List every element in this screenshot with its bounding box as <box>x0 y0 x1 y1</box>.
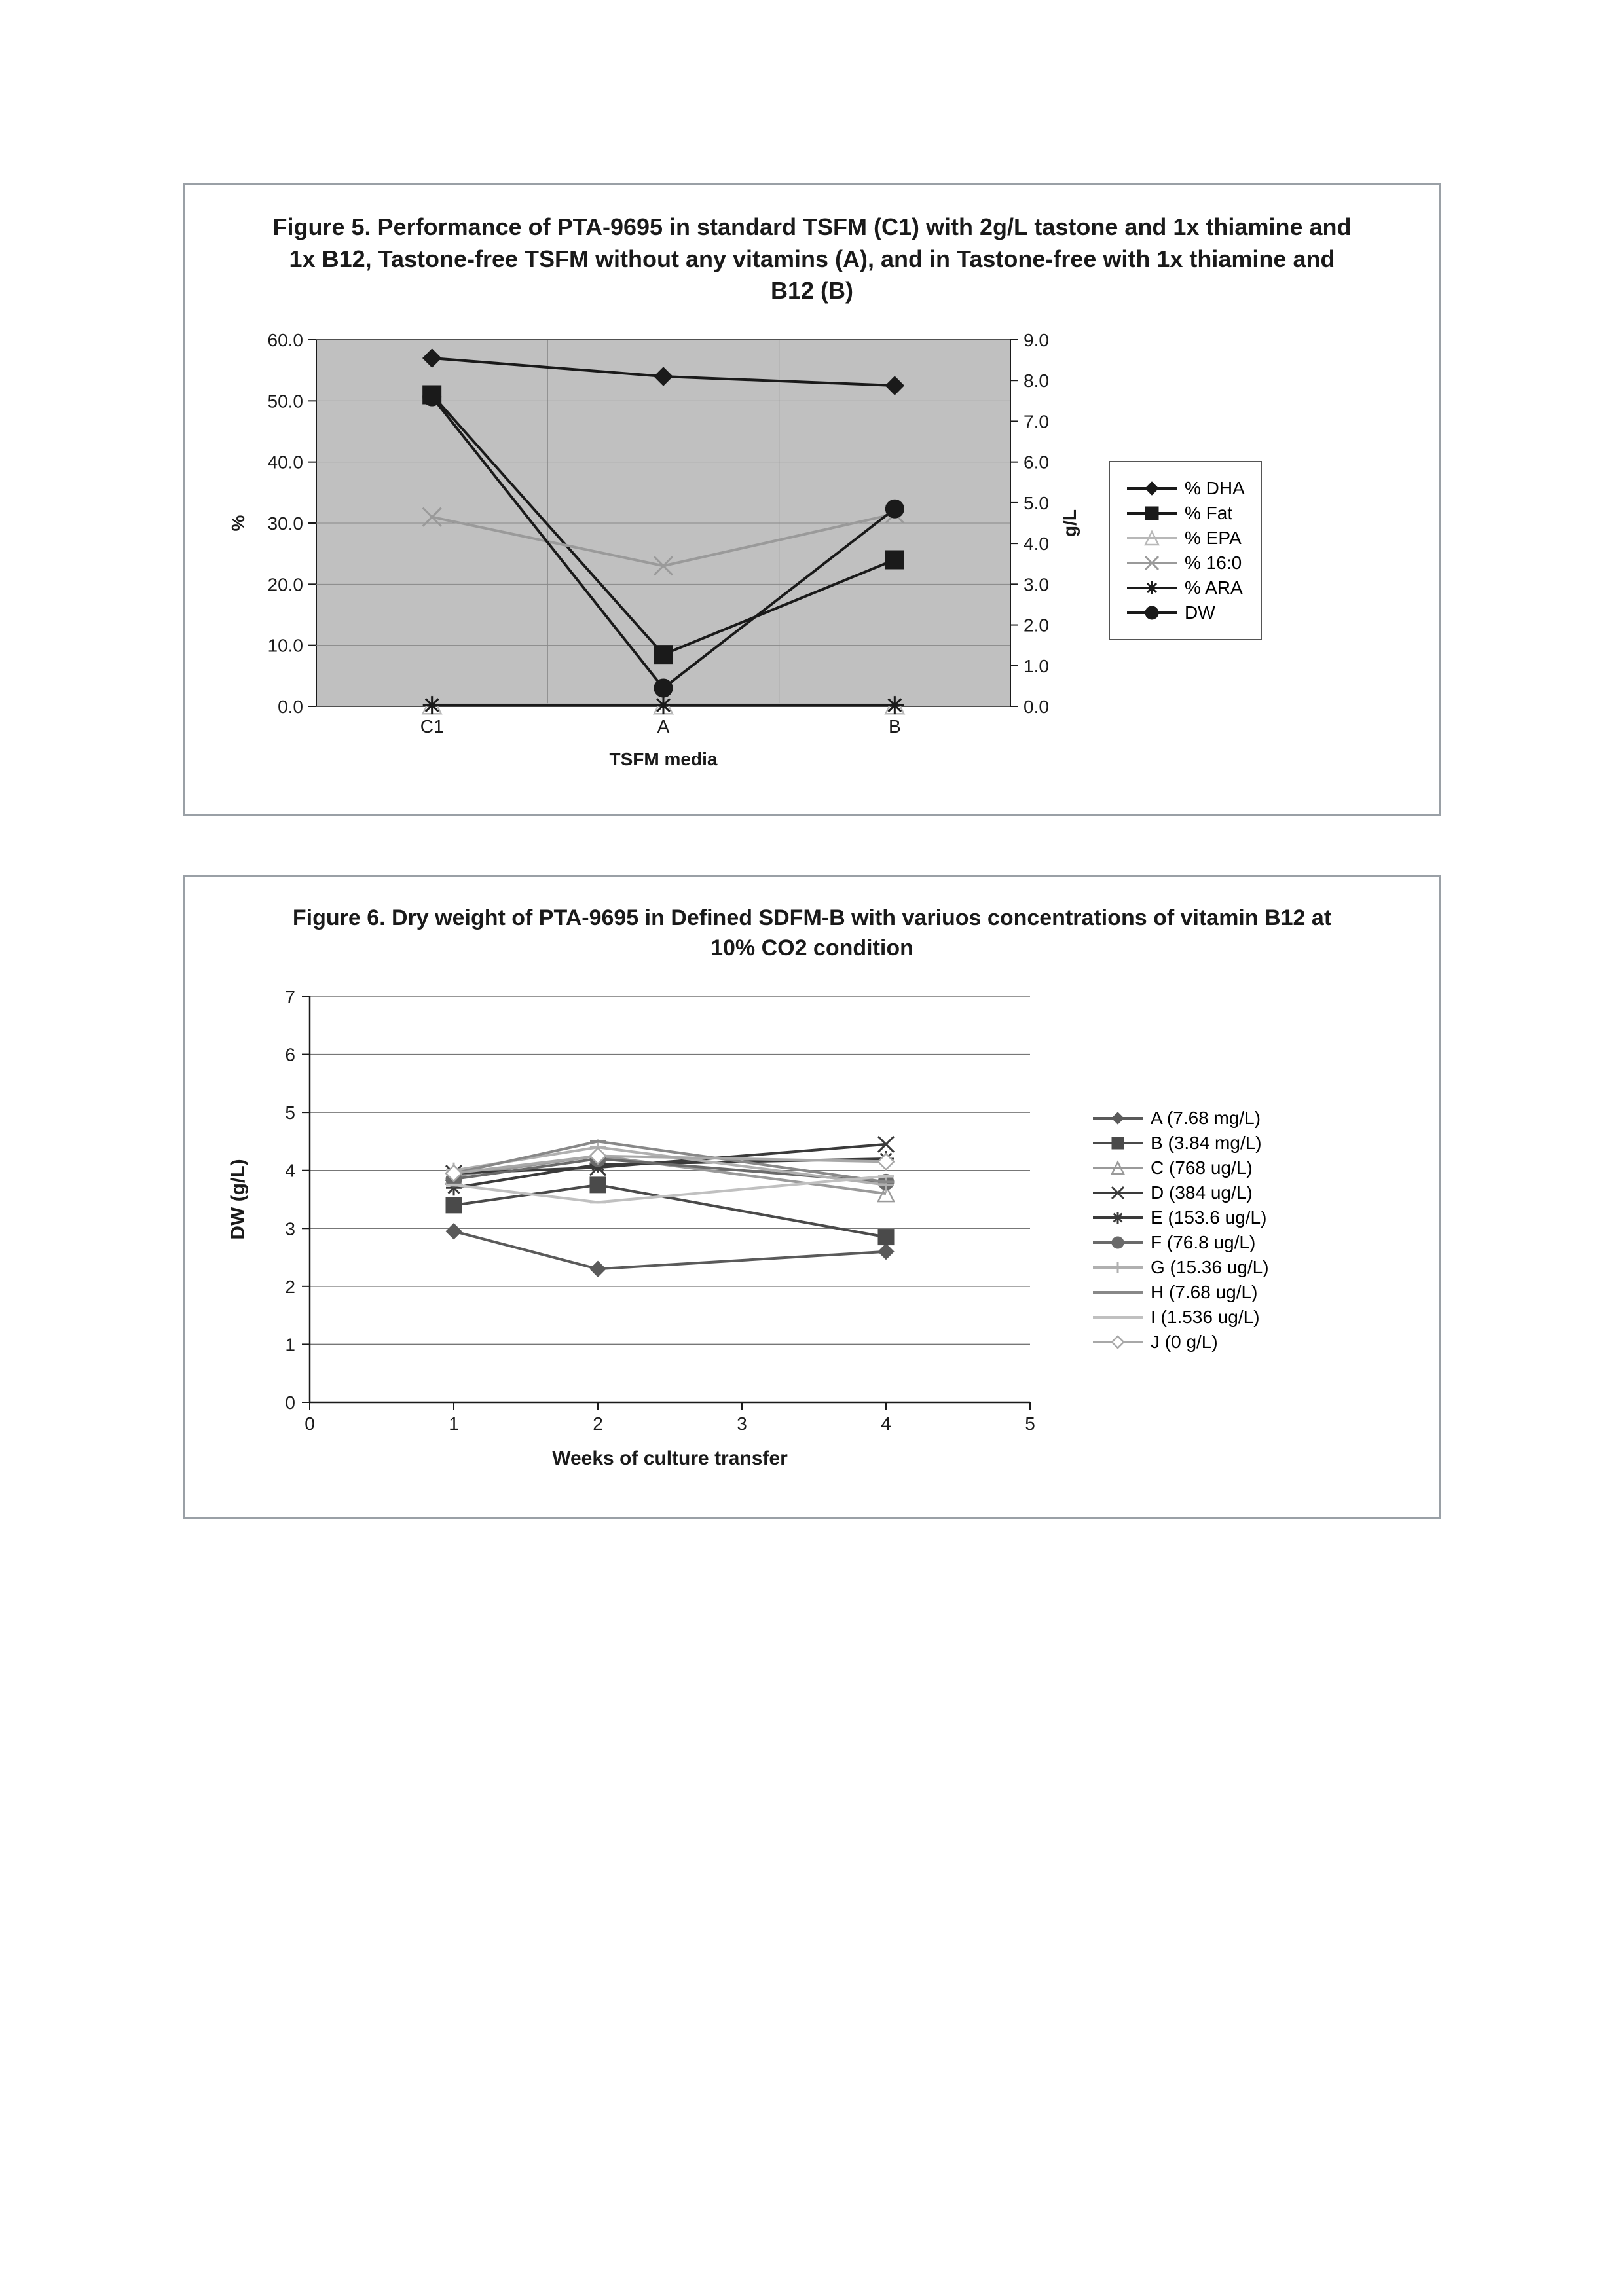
svg-text:40.0: 40.0 <box>268 452 304 472</box>
figure-6-body: 0 1 2 3 4 5 6 7 0 1 2 3 4 5 DW (g/L) Weeks of culture t… <box>212 983 1412 1478</box>
svg-text:g/L: g/L <box>1060 509 1080 537</box>
legend-label: % Fat <box>1185 503 1232 524</box>
legend-item: B (3.84 mg/L) <box>1092 1133 1269 1154</box>
svg-text:7.0: 7.0 <box>1024 411 1049 431</box>
svg-text:1: 1 <box>285 1334 295 1355</box>
legend-label: H (7.68 ug/L) <box>1151 1282 1257 1303</box>
svg-text:50.0: 50.0 <box>268 391 304 411</box>
legend-label: % 16:0 <box>1185 553 1242 574</box>
figure-5-svg: 0.0 10.0 20.0 30.0 40.0 50.0 60.0 0.0 1.0 2.0 3.0 4… <box>212 327 1089 772</box>
legend-label: G (15.36 ug/L) <box>1151 1257 1269 1278</box>
legend-item: E (153.6 ug/L) <box>1092 1207 1269 1228</box>
legend-label: % DHA <box>1185 478 1245 499</box>
legend-item: J (0 g/L) <box>1092 1332 1269 1353</box>
figure-5-plot: 0.0 10.0 20.0 30.0 40.0 50.0 60.0 0.0 1.0 2.0 3.0 4… <box>212 327 1089 775</box>
legend-label: A (7.68 mg/L) <box>1151 1108 1261 1129</box>
svg-text:5: 5 <box>1025 1413 1035 1434</box>
svg-text:3: 3 <box>737 1413 747 1434</box>
svg-text:DW (g/L): DW (g/L) <box>227 1159 249 1239</box>
legend-item: % DHA <box>1126 478 1245 499</box>
svg-text:4: 4 <box>285 1160 295 1180</box>
svg-text:6.0: 6.0 <box>1024 452 1049 472</box>
figure-5-panel: Figure 5. Performance of PTA-9695 in sta… <box>183 183 1441 816</box>
figure-5-legend: % DHA % Fat % EPA % 16:0 % ARA DW <box>1109 461 1262 640</box>
legend-label: F (76.8 ug/L) <box>1151 1232 1255 1253</box>
legend-label: % EPA <box>1185 528 1242 549</box>
legend-label: % ARA <box>1185 577 1243 598</box>
svg-text:0.0: 0.0 <box>278 697 303 717</box>
svg-text:0.0: 0.0 <box>1024 697 1049 717</box>
figure-6-svg: 0 1 2 3 4 5 6 7 0 1 2 3 4 5 DW (g/L) Weeks of culture t… <box>212 983 1056 1474</box>
svg-text:%: % <box>228 515 248 531</box>
legend-item: % EPA <box>1126 528 1245 549</box>
svg-text:20.0: 20.0 <box>268 574 304 594</box>
figure-6-plot: 0 1 2 3 4 5 6 7 0 1 2 3 4 5 DW (g/L) Weeks of culture t… <box>212 983 1056 1478</box>
figure-6-title: Figure 6. Dry weight of PTA-9695 in Defi… <box>272 903 1353 964</box>
legend-label: I (1.536 ug/L) <box>1151 1307 1260 1328</box>
svg-text:60.0: 60.0 <box>268 330 304 350</box>
figure-6-legend: A (7.68 mg/L) B (3.84 mg/L) C (768 ug/L) D … <box>1076 1092 1285 1368</box>
figure-5-title: Figure 5. Performance of PTA-9695 in sta… <box>272 211 1353 307</box>
svg-text:6: 6 <box>285 1044 295 1065</box>
svg-text:1.0: 1.0 <box>1024 656 1049 676</box>
legend-label: C (768 ug/L) <box>1151 1157 1253 1178</box>
svg-text:5: 5 <box>285 1102 295 1123</box>
legend-label: DW <box>1185 602 1215 623</box>
svg-text:TSFM media: TSFM media <box>610 749 718 769</box>
svg-text:1: 1 <box>449 1413 459 1434</box>
svg-text:2.0: 2.0 <box>1024 615 1049 635</box>
svg-text:8.0: 8.0 <box>1024 371 1049 391</box>
legend-label: D (384 ug/L) <box>1151 1182 1253 1203</box>
svg-text:4.0: 4.0 <box>1024 534 1049 554</box>
figure-6-panel: Figure 6. Dry weight of PTA-9695 in Defi… <box>183 875 1441 1519</box>
svg-text:30.0: 30.0 <box>268 513 304 534</box>
svg-text:0: 0 <box>285 1393 295 1413</box>
legend-item: A (7.68 mg/L) <box>1092 1108 1269 1129</box>
svg-text:B: B <box>889 716 901 737</box>
svg-text:A: A <box>657 716 670 737</box>
svg-text:3.0: 3.0 <box>1024 574 1049 594</box>
legend-item: DW <box>1126 602 1245 623</box>
legend-item: % Fat <box>1126 503 1245 524</box>
svg-text:5.0: 5.0 <box>1024 493 1049 513</box>
legend-item: % ARA <box>1126 577 1245 598</box>
svg-text:7: 7 <box>285 987 295 1007</box>
figure-5-body: 0.0 10.0 20.0 30.0 40.0 50.0 60.0 0.0 1.0 2.0 3.0 4… <box>212 327 1412 775</box>
legend-item: C (768 ug/L) <box>1092 1157 1269 1178</box>
svg-text:Weeks of culture transfer: Weeks of culture transfer <box>552 1448 788 1469</box>
svg-text:2: 2 <box>285 1276 295 1296</box>
legend-item: F (76.8 ug/L) <box>1092 1232 1269 1253</box>
svg-text:2: 2 <box>593 1413 603 1434</box>
legend-label: E (153.6 ug/L) <box>1151 1207 1266 1228</box>
svg-text:3: 3 <box>285 1218 295 1239</box>
svg-text:C1: C1 <box>420 716 444 737</box>
legend-item: H (7.68 ug/L) <box>1092 1282 1269 1303</box>
legend-label: J (0 g/L) <box>1151 1332 1218 1353</box>
legend-item: % 16:0 <box>1126 553 1245 574</box>
legend-item: I (1.536 ug/L) <box>1092 1307 1269 1328</box>
legend-label: B (3.84 mg/L) <box>1151 1133 1262 1154</box>
svg-text:10.0: 10.0 <box>268 635 304 655</box>
legend-item: G (15.36 ug/L) <box>1092 1257 1269 1278</box>
svg-text:0: 0 <box>304 1413 315 1434</box>
svg-text:9.0: 9.0 <box>1024 330 1049 350</box>
legend-item: D (384 ug/L) <box>1092 1182 1269 1203</box>
svg-text:4: 4 <box>881 1413 891 1434</box>
